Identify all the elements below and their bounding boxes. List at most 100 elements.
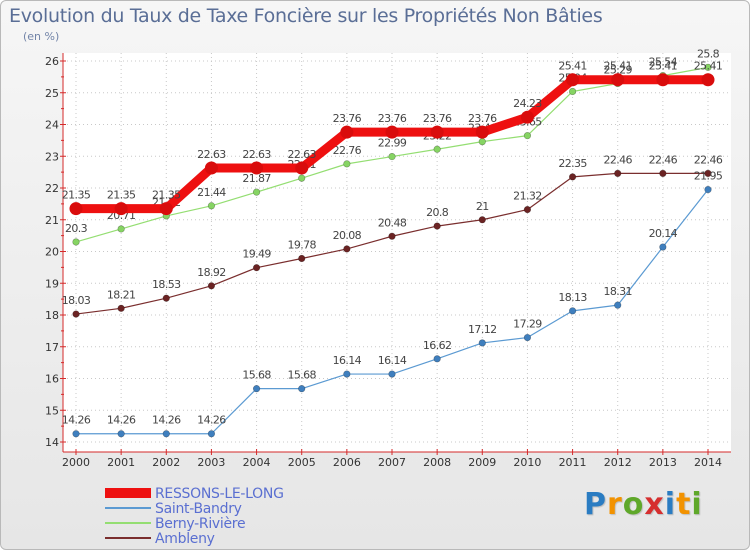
data-point-ambleny — [388, 232, 396, 240]
data-point-berny-rivi-re — [568, 87, 577, 96]
data-point-saint-bandry — [207, 430, 216, 438]
data-point-ressons-le-long — [250, 161, 264, 175]
data-label-saint-bandry: 17.12 — [468, 323, 497, 336]
data-label-berny-rivi-re: 22.76 — [333, 144, 362, 157]
data-point-saint-bandry — [298, 385, 306, 393]
legend-label-ambleny: Ambleny — [155, 531, 215, 547]
data-point-saint-bandry — [523, 333, 532, 342]
data-label-saint-bandry: 14.26 — [197, 414, 226, 427]
data-label-ambleny: 20.8 — [426, 206, 449, 219]
data-label-saint-bandry: 18.31 — [603, 285, 632, 298]
data-label-ambleny: 18.53 — [152, 278, 181, 291]
data-point-ambleny — [117, 304, 125, 312]
data-label-saint-bandry: 17.29 — [513, 318, 542, 331]
plot-area — [63, 53, 731, 452]
data-point-berny-rivi-re — [523, 132, 532, 140]
data-point-ressons-le-long — [114, 202, 128, 216]
data-label-ambleny: 22.46 — [649, 153, 678, 166]
data-point-ressons-le-long — [701, 73, 715, 87]
data-label-ambleny: 19.78 — [287, 238, 316, 251]
data-label-saint-bandry: 16.62 — [423, 339, 452, 352]
logo-letter: t — [676, 487, 692, 522]
data-point-saint-bandry — [252, 385, 261, 393]
data-point-berny-rivi-re — [388, 152, 396, 161]
data-label-ambleny: 22.46 — [603, 153, 632, 166]
data-point-ambleny — [343, 245, 351, 253]
x-tick-label: 2011 — [559, 456, 587, 469]
y-tick-label: 24 — [45, 119, 59, 132]
data-label-ambleny: 22.35 — [558, 157, 587, 170]
data-point-ambleny — [704, 169, 712, 177]
data-point-ressons-le-long — [566, 73, 580, 87]
data-point-ambleny — [659, 169, 667, 177]
data-label-ressons-le-long: 25.41 — [603, 60, 632, 73]
data-point-saint-bandry — [117, 430, 125, 438]
data-label-ambleny: 18.21 — [107, 288, 136, 301]
y-tick-label: 20 — [45, 246, 59, 259]
y-tick-label: 21 — [45, 214, 59, 227]
x-tick-label: 2010 — [513, 456, 541, 469]
data-label-ambleny: 18.03 — [62, 294, 91, 307]
data-point-ressons-le-long — [656, 73, 670, 87]
data-point-berny-rivi-re — [704, 63, 712, 71]
x-tick-label: 2013 — [649, 456, 677, 469]
data-point-ambleny — [568, 173, 577, 181]
data-label-ressons-le-long: 25.41 — [694, 60, 723, 73]
chart-subtitle: (en %) — [23, 30, 60, 43]
data-label-ambleny: 19.49 — [242, 248, 271, 261]
x-tick-label: 2014 — [694, 456, 722, 469]
data-label-berny-rivi-re: 25.29 — [603, 64, 632, 77]
data-point-ressons-le-long — [430, 125, 444, 139]
data-label-saint-bandry: 20.14 — [649, 227, 678, 240]
proxiti-logo: Proxiti — [584, 487, 703, 522]
x-tick-label: 2009 — [468, 456, 496, 469]
data-label-saint-bandry: 15.68 — [287, 369, 316, 382]
logo-letter: i — [664, 487, 677, 522]
y-tick-label: 15 — [45, 404, 59, 417]
data-label-saint-bandry: 16.14 — [333, 354, 362, 367]
data-point-ressons-le-long — [204, 161, 218, 175]
data-label-ressons-le-long: 23.76 — [333, 112, 362, 125]
x-tick-label: 2007 — [378, 456, 406, 469]
y-tick-label: 16 — [45, 373, 59, 386]
data-point-saint-bandry — [704, 185, 712, 194]
data-label-ressons-le-long: 23.76 — [423, 112, 452, 125]
data-point-ambleny — [298, 254, 306, 263]
data-label-saint-bandry: 18.13 — [558, 291, 587, 304]
data-label-ambleny: 20.08 — [333, 229, 362, 242]
data-label-saint-bandry: 16.14 — [378, 354, 407, 367]
x-tick-label: 2003 — [197, 456, 225, 469]
data-label-ressons-le-long: 22.63 — [242, 148, 271, 161]
data-point-ambleny — [207, 282, 216, 290]
data-point-ressons-le-long — [611, 73, 625, 87]
data-point-saint-bandry — [478, 339, 486, 347]
data-label-ressons-le-long: 22.63 — [287, 148, 316, 161]
x-tick-label: 2006 — [333, 456, 361, 469]
x-tick-label: 2008 — [423, 456, 451, 469]
data-label-saint-bandry: 14.26 — [152, 414, 181, 427]
data-label-ressons-le-long: 25.41 — [649, 60, 678, 73]
data-label-saint-bandry: 15.68 — [242, 369, 271, 382]
data-label-saint-bandry: 14.26 — [107, 414, 136, 427]
data-label-ressons-le-long: 21.35 — [107, 189, 136, 202]
data-point-saint-bandry — [162, 430, 170, 438]
logo-letter: P — [584, 487, 607, 522]
y-tick-label: 19 — [45, 277, 59, 290]
data-label-ambleny: 20.48 — [378, 216, 407, 229]
data-label-saint-bandry: 21.95 — [694, 170, 723, 183]
data-point-berny-rivi-re — [207, 202, 216, 210]
data-point-ambleny — [252, 264, 261, 272]
data-point-ambleny — [523, 205, 532, 214]
data-label-berny-rivi-re: 25.8 — [697, 47, 720, 60]
data-point-ambleny — [72, 310, 80, 318]
data-label-ressons-le-long: 25.41 — [558, 60, 587, 73]
y-tick-label: 23 — [45, 150, 59, 163]
data-point-ressons-le-long — [385, 125, 399, 139]
data-label-ressons-le-long: 23.76 — [378, 112, 407, 125]
data-label-ressons-le-long: 22.63 — [197, 148, 226, 161]
y-tick-label: 14 — [45, 436, 59, 449]
data-point-ressons-le-long — [475, 125, 489, 139]
data-point-berny-rivi-re — [343, 160, 351, 168]
